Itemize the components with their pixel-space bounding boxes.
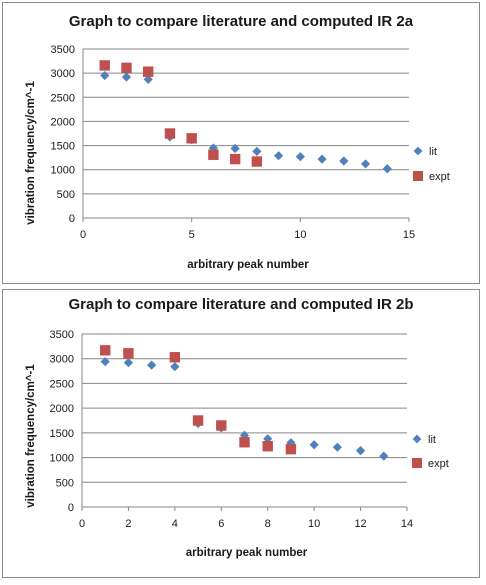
lit-data-point: [100, 71, 109, 80]
expt-data-point: [100, 345, 110, 355]
expt-data-point: [230, 154, 240, 164]
x-axis-title: arbitrary peak number: [186, 547, 308, 559]
chart-title: Graph to compare literature and computed…: [69, 13, 414, 30]
expt-data-point: [193, 415, 203, 425]
y-tick-label: 2000: [50, 403, 74, 415]
lit-data-point: [274, 151, 283, 160]
chart-title: Graph to compare literature and computed…: [68, 296, 413, 313]
x-tick-label: 0: [79, 518, 85, 530]
y-tick-label: 3500: [50, 329, 74, 341]
lit-data-point: [170, 362, 179, 371]
legend-expt-marker: [413, 171, 423, 181]
x-tick-label: 12: [354, 518, 366, 530]
lit-data-point: [339, 156, 348, 165]
legend-label-lit: lit: [429, 146, 437, 158]
y-tick-label: 1000: [50, 453, 74, 465]
chart-2b-panel: Graph to compare literature and computed…: [2, 289, 480, 578]
y-tick-label: 1500: [50, 428, 74, 440]
lit-data-point: [122, 72, 131, 81]
x-tick-label: 4: [172, 518, 178, 530]
lit-data-point: [361, 159, 370, 168]
y-tick-label: 1000: [51, 165, 75, 177]
legend-label-lit: lit: [428, 434, 436, 446]
x-tick-label: 6: [218, 518, 224, 530]
x-tick-label: 8: [265, 518, 271, 530]
x-axis-title: arbitrary peak number: [187, 259, 309, 271]
legend-label-expt: expt: [429, 171, 450, 183]
expt-data-point: [123, 348, 133, 358]
y-tick-label: 3000: [50, 354, 74, 366]
y-tick-label: 3500: [51, 44, 75, 56]
expt-data-point: [263, 441, 273, 451]
x-tick-label: 2: [125, 518, 131, 530]
legend-label-expt: expt: [428, 458, 449, 470]
expt-data-point: [121, 63, 131, 73]
lit-data-point: [252, 147, 261, 156]
y-tick-label: 3000: [51, 68, 75, 80]
lit-data-point: [296, 152, 305, 161]
expt-data-point: [186, 133, 196, 143]
lit-data-point: [333, 443, 342, 452]
chart-2a-panel: Graph to compare literature and computed…: [2, 2, 480, 284]
lit-data-point: [356, 446, 365, 455]
legend-lit-marker: [413, 435, 422, 444]
y-tick-label: 500: [56, 477, 74, 489]
expt-data-point: [239, 437, 249, 447]
y-tick-label: 0: [69, 213, 75, 225]
lit-data-point: [379, 451, 388, 460]
y-tick-label: 2500: [51, 92, 75, 104]
expt-data-point: [286, 444, 296, 454]
lit-data-point: [310, 440, 319, 449]
lit-data-point: [147, 361, 156, 370]
x-tick-label: 5: [189, 229, 195, 241]
x-tick-label: 0: [80, 229, 86, 241]
x-tick-label: 10: [308, 518, 320, 530]
y-tick-label: 0: [68, 502, 74, 514]
x-tick-label: 10: [294, 229, 306, 241]
y-tick-label: 500: [57, 189, 75, 201]
y-tick-label: 2000: [51, 116, 75, 128]
chart-2a: Graph to compare literature and computed…: [3, 3, 479, 283]
legend-lit-marker: [414, 147, 423, 156]
legend-expt-marker: [412, 458, 422, 468]
y-axis-title: vibration frequency/cm^-1: [25, 81, 37, 225]
expt-data-point: [252, 156, 262, 166]
lit-data-point: [383, 164, 392, 173]
expt-data-point: [100, 60, 110, 70]
expt-data-point: [165, 128, 175, 138]
lit-data-point: [124, 358, 133, 367]
y-tick-label: 2500: [50, 378, 74, 390]
expt-data-point: [208, 150, 218, 160]
x-tick-label: 14: [401, 518, 413, 530]
chart-2b: Graph to compare literature and computed…: [3, 290, 479, 577]
expt-data-point: [143, 66, 153, 76]
lit-data-point: [317, 154, 326, 163]
y-tick-label: 1500: [51, 141, 75, 153]
y-axis-title: vibration frequency/cm^-1: [25, 364, 37, 508]
x-tick-label: 15: [403, 229, 415, 241]
expt-data-point: [170, 352, 180, 362]
expt-data-point: [216, 420, 226, 430]
